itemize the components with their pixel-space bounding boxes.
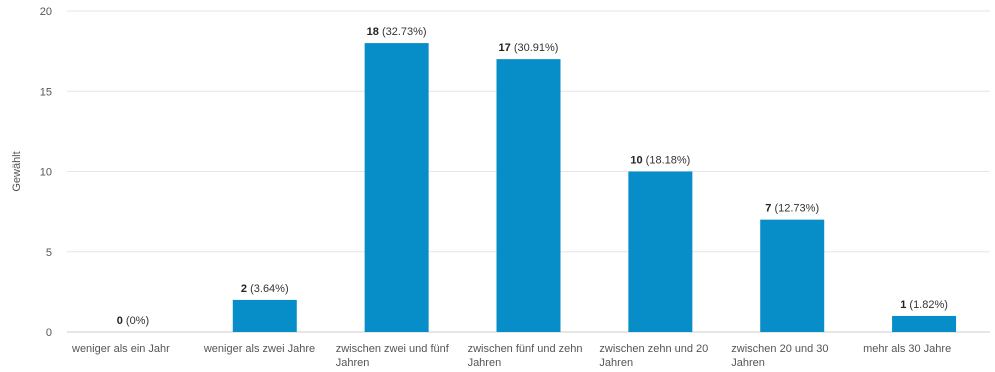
y-tick-label: 0 (46, 327, 52, 339)
x-category-label: zwischen fünf und zehn Jahren (468, 343, 583, 369)
bar (628, 172, 692, 333)
y-axis-title: Gewählt (11, 151, 23, 191)
x-category-label: weniger als ein Jahr (71, 343, 170, 355)
x-category-label: zwischen 20 und 30 Jahren (731, 343, 828, 369)
bar-value-label: 1 (1.82%) (900, 299, 948, 311)
bars (233, 43, 956, 332)
bar (233, 300, 297, 332)
y-tick-label: 10 (40, 167, 52, 179)
x-axis-labels: weniger als ein Jahr weniger als zwei Jah… (71, 343, 951, 369)
y-tick-label: 5 (46, 247, 52, 259)
bar (760, 220, 824, 332)
bar (892, 316, 956, 332)
y-tick-label: 15 (40, 86, 52, 98)
bar (497, 59, 561, 332)
y-tick-label: 20 (40, 6, 52, 18)
y-axis: 0 5 10 15 20 (40, 6, 52, 339)
bar-value-label: 17 (30.91%) (499, 42, 559, 54)
bar-value-label: 10 (18.18%) (630, 155, 690, 167)
bar-value-label: 2 (3.64%) (241, 283, 289, 295)
bar-value-label: 0 (0%) (117, 315, 149, 327)
bar (365, 43, 429, 332)
bar-value-label: 18 (32.73%) (367, 26, 427, 38)
x-category-label: weniger als zwei Jahre (203, 343, 315, 355)
x-category-label: mehr als 30 Jahre (863, 343, 951, 355)
bar-value-label: 7 (12.73%) (765, 203, 819, 215)
x-category-label: zwischen zwei und fünf Jahren (336, 343, 450, 369)
x-category-label: zwischen zehn und 20 Jahren (599, 343, 708, 369)
